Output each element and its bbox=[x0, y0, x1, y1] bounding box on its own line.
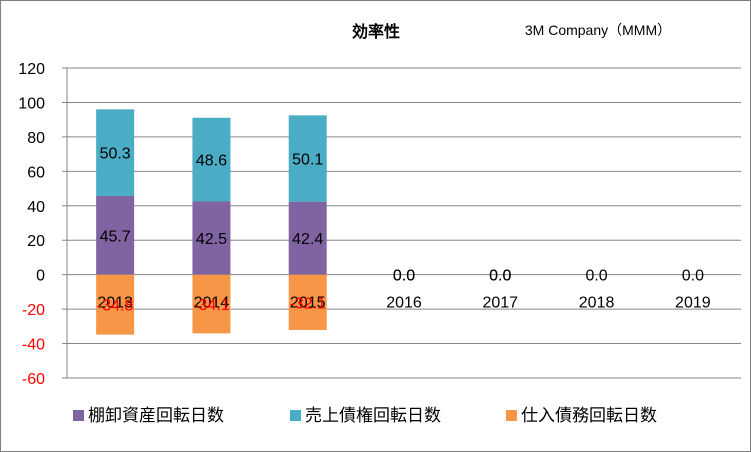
data-label: 50.3 bbox=[100, 146, 131, 163]
data-label: 0.0 bbox=[489, 268, 511, 285]
legend-swatch bbox=[290, 410, 301, 421]
x-tick-label: 2016 bbox=[386, 295, 422, 312]
data-label: -32.1 bbox=[289, 295, 326, 312]
bar-segment bbox=[96, 274, 135, 335]
y-tick-label: 40 bbox=[27, 199, 45, 216]
x-axis: 2013 2014 2015 2016 2017 2018 2019 bbox=[97, 295, 710, 312]
data-label: 0.0 bbox=[585, 268, 607, 285]
y-axis: 120 100 80 60 40 20 0 -20 -40 -60 bbox=[18, 61, 68, 388]
data-label: 42.5 bbox=[196, 231, 227, 248]
data-label: 42.4 bbox=[292, 231, 323, 248]
bar-segment bbox=[288, 274, 327, 330]
bar-segment bbox=[192, 274, 231, 334]
data-label: -34.1 bbox=[193, 297, 230, 314]
data-label: 45.7 bbox=[100, 228, 131, 245]
y-tick-label: 0 bbox=[36, 268, 45, 285]
y-tick-label: 20 bbox=[27, 233, 45, 250]
bar-segment bbox=[288, 201, 327, 275]
data-label: 0.0 bbox=[682, 268, 704, 285]
bars bbox=[96, 109, 327, 335]
y-tick-label: -60 bbox=[22, 371, 45, 388]
bar-segment bbox=[96, 109, 135, 196]
bar-segment bbox=[288, 115, 327, 202]
gridlines bbox=[67, 67, 741, 379]
legend-label: 仕入債務回転日数 bbox=[521, 406, 657, 426]
y-tick-label: 100 bbox=[18, 95, 45, 112]
legend-item: 売上債権回転日数 bbox=[290, 406, 441, 426]
data-labels: 45.7 50.3 -34.8 42.5 48.6 -34.1 42.4 50.1 -32.1 0… bbox=[97, 146, 704, 315]
data-label: 0.0 bbox=[393, 268, 415, 285]
x-tick-label: 2019 bbox=[675, 295, 711, 312]
y-tick-label: 80 bbox=[27, 130, 45, 147]
bar-segment bbox=[192, 201, 231, 275]
legend-swatch bbox=[73, 410, 84, 421]
x-tick-label: 2018 bbox=[579, 295, 615, 312]
data-label: 50.1 bbox=[292, 152, 323, 169]
x-tick-label: 2015 bbox=[290, 295, 326, 312]
data-label: -34.8 bbox=[97, 298, 134, 315]
legend-swatch bbox=[506, 410, 517, 421]
y-tick-label: 120 bbox=[18, 61, 45, 78]
legend: 棚卸資産回転日数 売上債権回転日数 仕入債務回転日数 bbox=[73, 406, 657, 426]
x-tick-label: 2017 bbox=[482, 295, 518, 312]
y-tick-label: -20 bbox=[22, 302, 45, 319]
legend-item: 棚卸資産回転日数 bbox=[73, 406, 224, 426]
chart-title: 効率性 bbox=[352, 22, 400, 41]
data-label: 48.6 bbox=[196, 153, 227, 170]
legend-label: 売上債権回転日数 bbox=[305, 406, 441, 426]
data-label: 0.0 bbox=[489, 268, 511, 285]
chart-subtitle: 3M Company（MMM） bbox=[525, 22, 671, 38]
x-tick-label: 2014 bbox=[194, 295, 230, 312]
y-tick-label: 60 bbox=[27, 164, 45, 181]
data-label: 0.0 bbox=[393, 268, 415, 285]
legend-label: 棚卸資産回転日数 bbox=[88, 406, 224, 426]
x-tick-label: 2013 bbox=[97, 295, 133, 312]
legend-item: 仕入債務回転日数 bbox=[506, 406, 657, 426]
y-tick-label: -40 bbox=[22, 337, 45, 354]
bar-segment bbox=[192, 117, 231, 202]
bar-segment bbox=[96, 195, 135, 275]
